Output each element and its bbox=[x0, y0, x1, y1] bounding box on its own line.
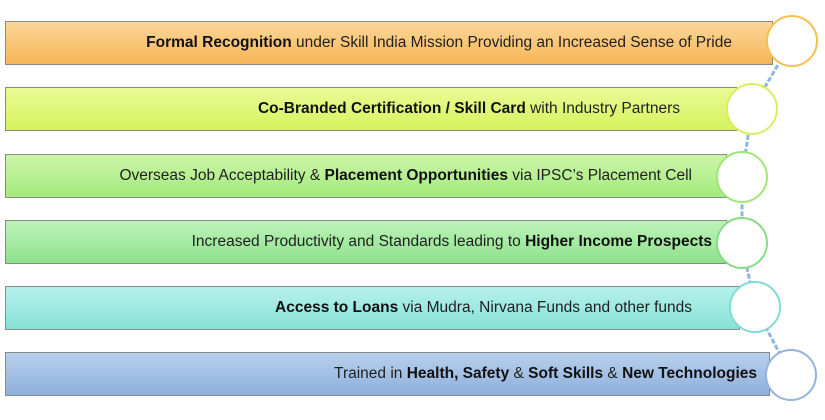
benefit-text-2: Co-Branded Certification / Skill Card wi… bbox=[257, 100, 680, 117]
benefit-bar-4: Increased Productivity and Standards lea… bbox=[5, 220, 727, 264]
benefit-bar-3: Overseas Job Acceptability & Placement O… bbox=[5, 154, 727, 198]
benefit-text-1: Formal Recognition under Skill India Mis… bbox=[146, 34, 732, 51]
benefit-bar-6: Trained in Health, Safety & Soft Skills … bbox=[5, 352, 770, 396]
benefit-text-5: Access to Loans via Mudra, Nirvana Funds… bbox=[275, 299, 692, 316]
benefit-text-3: Overseas Job Acceptability & Placement O… bbox=[119, 167, 692, 184]
benefit-circle-5 bbox=[729, 281, 781, 333]
benefit-circle-6 bbox=[765, 349, 817, 401]
benefit-bar-2: Co-Branded Certification / Skill Card wi… bbox=[5, 87, 737, 131]
benefit-circle-3 bbox=[716, 151, 768, 203]
benefit-circle-4 bbox=[716, 217, 768, 269]
benefit-bar-1: Formal Recognition under Skill India Mis… bbox=[5, 21, 773, 65]
benefit-circle-2 bbox=[726, 83, 778, 135]
benefit-circle-1 bbox=[766, 15, 818, 67]
benefit-bar-5: Access to Loans via Mudra, Nirvana Funds… bbox=[5, 286, 740, 330]
benefit-text-6: Trained in Health, Safety & Soft Skills … bbox=[334, 365, 757, 382]
benefit-text-4: Increased Productivity and Standards lea… bbox=[191, 233, 712, 250]
